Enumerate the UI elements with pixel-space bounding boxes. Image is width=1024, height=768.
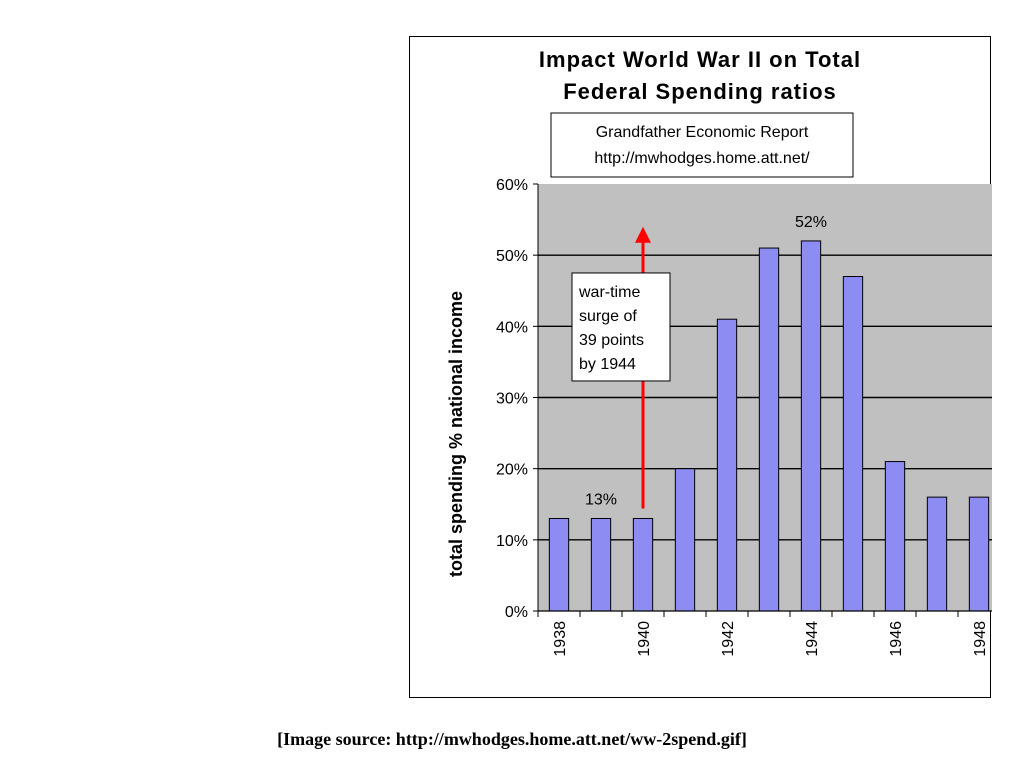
y-tick-label: 60% (496, 177, 528, 194)
chart-frame: Impact World War II on Total Federal Spe… (409, 36, 992, 698)
annotation-text-line: war-time (578, 284, 640, 301)
source-box (550, 112, 854, 178)
y-tick-label: 10% (496, 533, 528, 550)
chart-title-line-1: Impact World War II on Total (539, 47, 861, 72)
data-label: 52% (795, 214, 827, 231)
bar (632, 517, 654, 612)
y-tick-label: 30% (496, 391, 528, 408)
annotation-text-line: by 1944 (579, 356, 636, 373)
x-tick-label: 1948 (972, 621, 989, 657)
bar (800, 240, 822, 612)
bar (926, 496, 948, 612)
bar (968, 496, 990, 612)
y-axis-label: total spending % national income (446, 291, 466, 577)
bar (842, 276, 864, 612)
x-tick-label: 1940 (636, 621, 653, 657)
y-axis: 0% 10% 20% 30% 40% 50% 60% (496, 177, 539, 621)
bar (884, 461, 906, 612)
chart-title-line-2: Federal Spending ratios (563, 79, 837, 104)
bar (548, 517, 570, 612)
x-tick-label: 1942 (720, 621, 737, 657)
y-tick-label: 20% (496, 462, 528, 479)
chart-svg: Impact World War II on Total Federal Spe… (446, 47, 992, 657)
x-axis: 1938 1940 1942 1944 1946 1948 (537, 610, 992, 657)
data-label: 13% (585, 491, 617, 508)
y-tick-label: 40% (496, 319, 528, 336)
x-tick-label: 1946 (888, 621, 905, 657)
bar (716, 318, 738, 612)
y-tick-label: 0% (505, 604, 528, 621)
x-tick-label: 1938 (552, 621, 569, 657)
annotation: war-time surge of 39 points by 1944 (571, 226, 671, 509)
bar (590, 517, 612, 612)
source-box-line-1: Grandfather Economic Report (596, 124, 809, 141)
arrow-head (635, 226, 651, 243)
image-source-caption: [Image source: http://mwhodges.home.att.… (277, 729, 747, 749)
bars (548, 240, 990, 612)
annotation-text-line: surge of (579, 308, 637, 325)
data-labels: 13% 52% (585, 214, 827, 509)
y-tick-label: 50% (496, 248, 528, 265)
annotation-box (571, 272, 671, 382)
source-box-line-2: http://mwhodges.home.att.net/ (594, 150, 810, 167)
annotation-text-line: 39 points (579, 332, 644, 349)
bar (758, 247, 780, 612)
bar (674, 468, 696, 612)
x-tick-label: 1944 (804, 621, 821, 657)
